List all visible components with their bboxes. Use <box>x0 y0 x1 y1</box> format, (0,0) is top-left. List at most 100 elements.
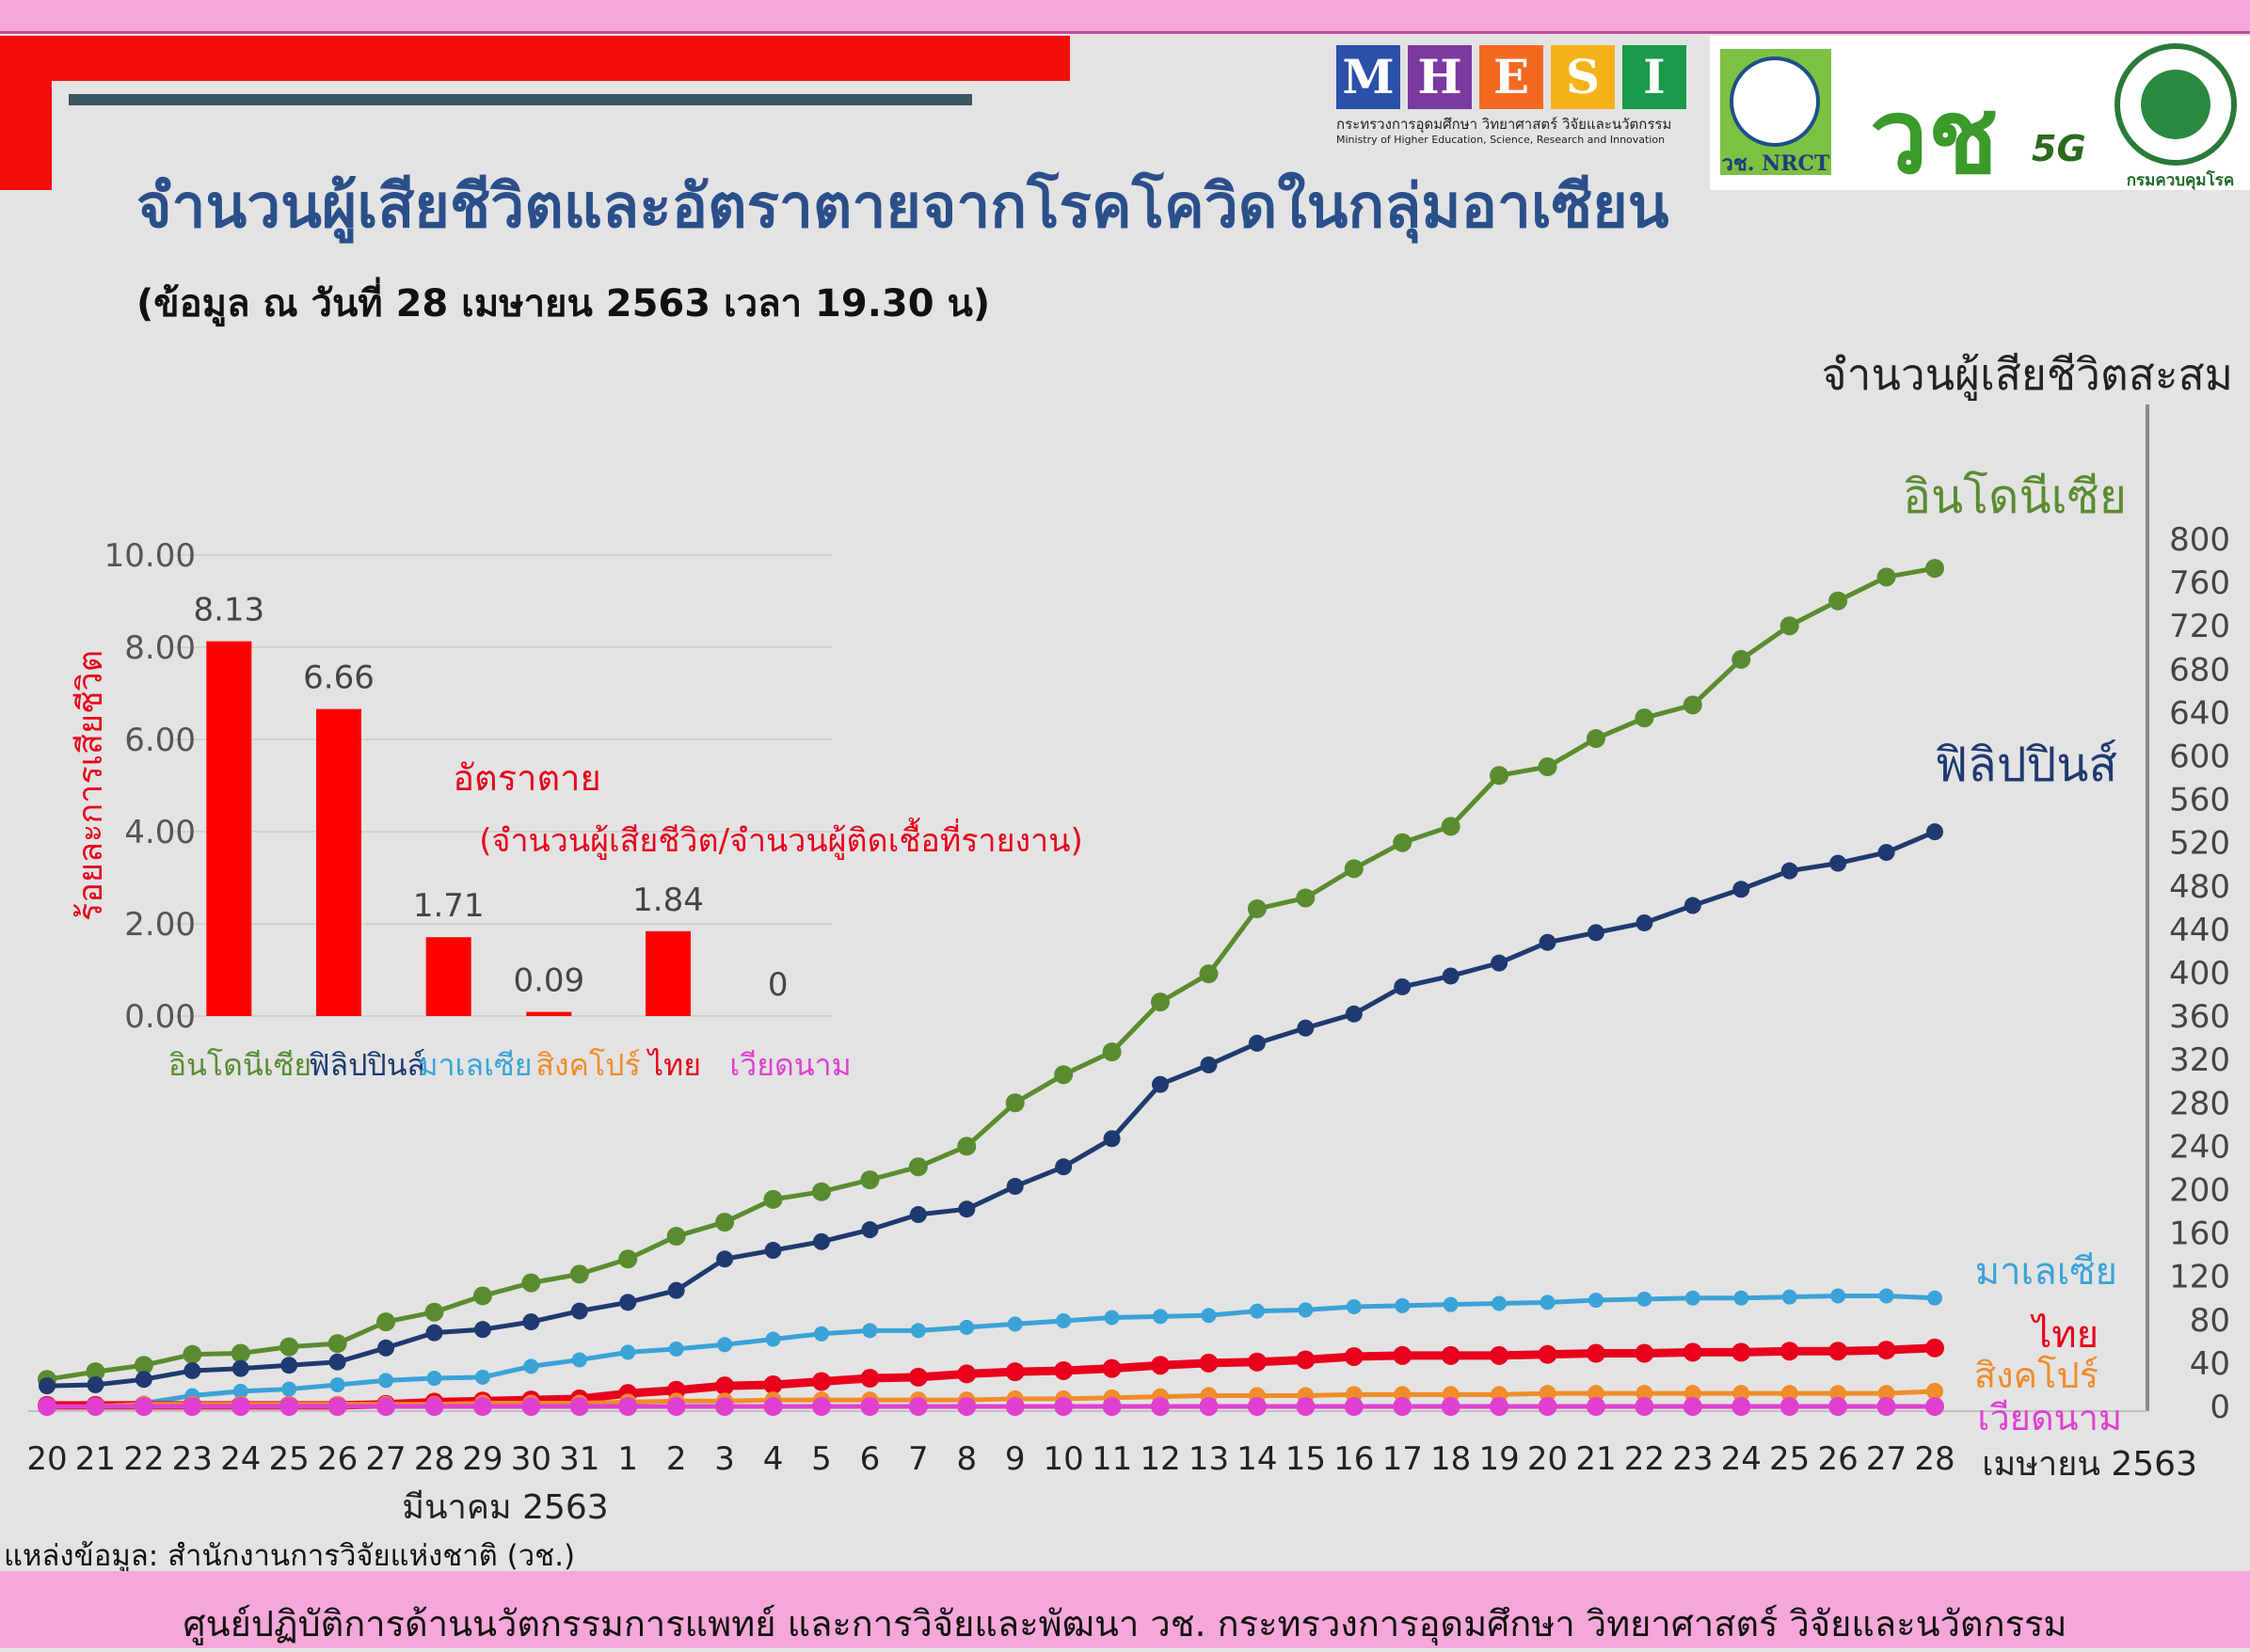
partner-logos: วช. NRCT วช 5G กรมควบคุมโรค <box>1710 36 2250 197</box>
data-point <box>183 1344 202 1364</box>
data-point <box>1490 1345 1509 1365</box>
data-point <box>1635 1397 1654 1416</box>
data-point <box>1636 1385 1653 1403</box>
data-point <box>909 1206 927 1224</box>
x-tick-label: 23 <box>1672 1440 1713 1478</box>
data-point <box>959 1319 975 1335</box>
data-point <box>812 1232 830 1250</box>
x-tick-label: 28 <box>414 1440 455 1478</box>
data-point <box>1684 897 1701 914</box>
data-point <box>908 1157 928 1177</box>
data-point <box>569 1397 589 1416</box>
bar-value-label: 1.84 <box>632 882 704 919</box>
data-point <box>569 1264 589 1284</box>
bar-value-label: 8.13 <box>193 592 264 629</box>
data-point <box>1152 1075 1170 1093</box>
x-tick-label: 24 <box>1721 1440 1762 1478</box>
data-point <box>279 1395 299 1415</box>
data-point <box>1636 1291 1652 1307</box>
data-point <box>231 1397 250 1416</box>
data-point <box>134 1356 153 1375</box>
data-point <box>668 1341 684 1357</box>
data-point <box>425 1395 443 1413</box>
header-accent-bar <box>0 36 1070 81</box>
data-point <box>1587 1385 1604 1403</box>
x-tick-label: 25 <box>1769 1440 1810 1478</box>
data-point <box>135 1395 152 1413</box>
data-point <box>1199 1353 1219 1373</box>
data-point <box>1346 1298 1362 1314</box>
x-tick-label: 22 <box>123 1440 164 1478</box>
x-tick-label: 27 <box>1866 1440 1907 1478</box>
data-point <box>666 1227 686 1247</box>
bar <box>316 708 361 1016</box>
data-point <box>231 1395 250 1415</box>
data-point <box>280 1395 298 1413</box>
data-point <box>377 1339 395 1357</box>
data-point <box>87 1398 104 1415</box>
data-point <box>279 1397 299 1416</box>
data-point <box>1491 954 1508 972</box>
x-tick-label: 18 <box>1430 1440 1471 1478</box>
data-point <box>1586 729 1605 749</box>
data-point <box>86 1397 105 1416</box>
bar-y-tick-label: 2.00 <box>124 906 196 944</box>
data-point <box>1393 1397 1412 1416</box>
y-tick-label: 480 <box>2169 868 2230 906</box>
vch-logo: วช <box>1870 75 1999 197</box>
data-point <box>523 1358 539 1374</box>
data-point <box>1877 1385 1895 1403</box>
data-point <box>1102 1042 1122 1062</box>
data-point <box>860 1369 880 1389</box>
data-point <box>717 1337 733 1353</box>
x-tick-label: 11 <box>1092 1440 1132 1478</box>
data-point <box>1781 1289 1797 1305</box>
x-tick-label: 3 <box>714 1440 735 1478</box>
data-point <box>521 1397 541 1416</box>
data-point <box>136 1395 152 1411</box>
x-tick-label: 15 <box>1285 1440 1326 1478</box>
data-point <box>378 1373 394 1389</box>
x-group-label-march: มีนาคม 2563 <box>402 1488 608 1527</box>
x-group-label-april: เมษายน 2563 <box>1982 1445 2197 1484</box>
data-point <box>570 1394 588 1412</box>
data-point <box>619 1294 637 1311</box>
bar <box>526 1011 572 1016</box>
bar-category-label: ไทย <box>646 1047 701 1083</box>
data-point <box>958 1200 976 1218</box>
data-point <box>38 1397 56 1416</box>
data-point <box>1103 1130 1121 1148</box>
data-point <box>1538 1344 1557 1364</box>
data-point <box>1731 1342 1751 1362</box>
data-point <box>861 1391 879 1409</box>
data-point <box>1249 1303 1265 1319</box>
data-point <box>134 1397 153 1416</box>
data-point <box>184 1388 200 1404</box>
series-5 <box>38 1397 1944 1416</box>
bar-value-label: 0.09 <box>513 962 584 1000</box>
y-tick-label: 600 <box>2169 739 2230 776</box>
data-point <box>1296 1350 1316 1370</box>
data-point <box>86 1395 105 1415</box>
bottom-band <box>0 1571 2250 1648</box>
data-point <box>1007 1316 1023 1332</box>
data-point <box>958 1391 976 1409</box>
nrct-logo: วช. NRCT <box>1720 49 1831 176</box>
data-point <box>1925 1397 1944 1416</box>
data-point <box>812 1391 830 1409</box>
data-point <box>473 1321 491 1339</box>
bar-chart-title: อัตราตาย <box>453 757 601 799</box>
data-point <box>861 1221 879 1239</box>
data-point <box>424 1397 444 1416</box>
x-tick-label: 21 <box>1575 1440 1616 1478</box>
data-point <box>1588 1293 1604 1309</box>
top-divider <box>0 31 2250 34</box>
data-point <box>1829 854 1847 872</box>
bar-y-tick-label: 6.00 <box>124 722 196 759</box>
data-point <box>764 1391 782 1409</box>
data-point <box>716 1250 734 1268</box>
data-point <box>1683 1397 1702 1416</box>
data-point <box>231 1395 249 1413</box>
y-tick-label: 640 <box>2169 694 2230 732</box>
series-line <box>47 1293 1936 1407</box>
